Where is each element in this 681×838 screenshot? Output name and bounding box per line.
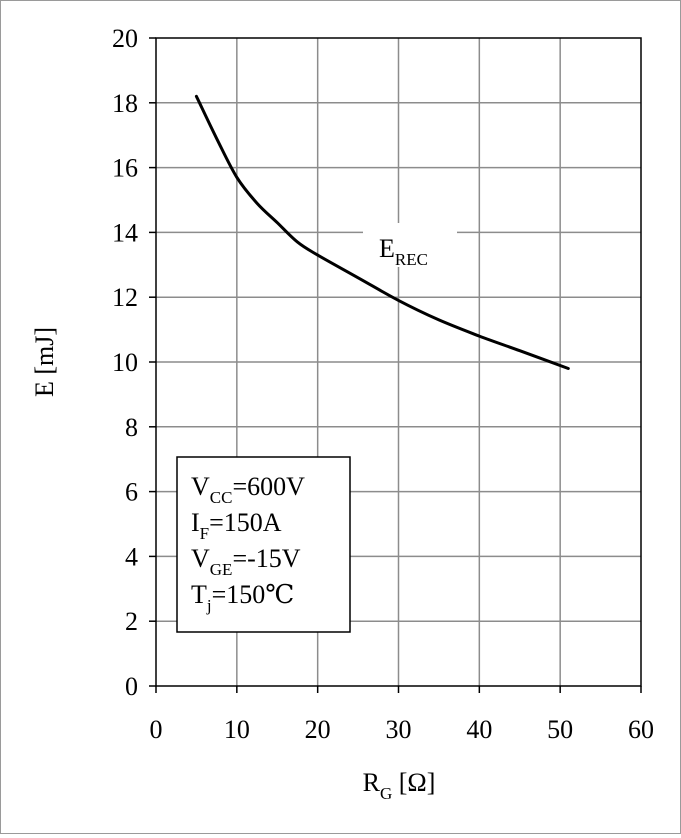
series-label-bg xyxy=(363,223,457,267)
y-tick-label: 10 xyxy=(112,348,138,377)
x-tick-label: 40 xyxy=(466,715,492,744)
plot-border xyxy=(155,37,642,687)
y-tick-label: 0 xyxy=(125,672,138,701)
condition-vge: VGE=-15V xyxy=(191,544,301,579)
x-tick-label: 10 xyxy=(224,715,250,744)
conditions-box xyxy=(176,456,351,633)
series-label-erec: EREC xyxy=(379,234,428,269)
y-axis-label: E [mJ] xyxy=(30,327,59,397)
x-tick-label: 20 xyxy=(305,715,331,744)
condition-vcc: VCC=600V xyxy=(191,472,305,507)
y-tick-label: 20 xyxy=(112,24,138,53)
y-tick-label: 16 xyxy=(112,154,138,183)
y-tick-label: 14 xyxy=(112,218,138,247)
y-tick-label: 4 xyxy=(125,542,138,571)
x-axis-label: RG [Ω] xyxy=(363,768,436,803)
condition-if: IF=150A xyxy=(191,508,282,543)
x-tick-label: 0 xyxy=(150,715,163,744)
y-tick-label: 8 xyxy=(125,413,138,442)
condition-tj: Tj=150℃ xyxy=(191,580,294,615)
y-tick-label: 12 xyxy=(112,283,138,312)
y-tick-label: 2 xyxy=(125,607,138,636)
x-tick-label: 30 xyxy=(386,715,412,744)
x-tick-label: 50 xyxy=(547,715,573,744)
y-tick-label: 18 xyxy=(112,89,138,118)
x-tick-label: 60 xyxy=(628,715,654,744)
tick-labels: 0 10 20 30 40 50 60 0 2 4 6 8 10 12 14 16 18 20 xyxy=(112,24,654,744)
axis-ticks xyxy=(149,37,642,693)
series-erec-line xyxy=(194,94,570,370)
y-tick-label: 6 xyxy=(125,478,138,507)
